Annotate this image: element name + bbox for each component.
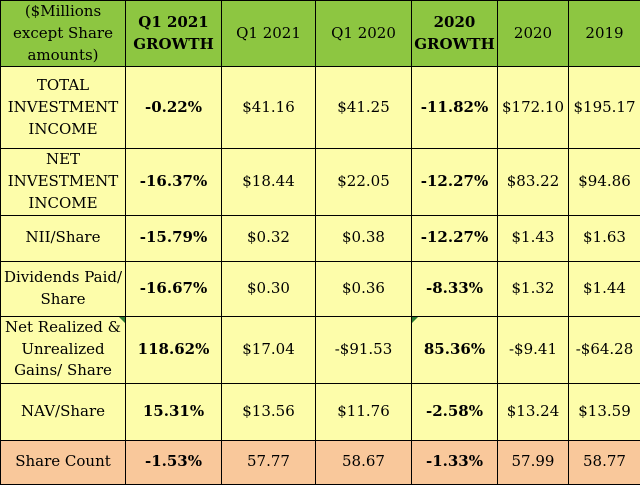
cell-2020: $1.43 [498, 215, 569, 261]
table-row: TOTAL INVESTMENT INCOME -0.22% $41.16 $4… [1, 67, 640, 149]
cell-q1-2021: $0.32 [222, 215, 316, 261]
header-q1-2020: Q1 2020 [316, 1, 412, 67]
cell-2020: -$9.41 [498, 316, 569, 383]
cell-q1-2021: 57.77 [222, 440, 316, 484]
cell-q1-2021-growth: 15.31% [126, 383, 222, 440]
cell-q1-2021: $0.30 [222, 261, 316, 316]
cell-q1-2020: $0.36 [316, 261, 412, 316]
row-label: TOTAL INVESTMENT INCOME [1, 67, 126, 149]
table-row-share-count: Share Count -1.53% 57.77 58.67 -1.33% 57… [1, 440, 640, 484]
table-row: Net Realized & Unrealized Gains/ Share 1… [1, 316, 640, 383]
row-label: Dividends Paid/ Share [1, 261, 126, 316]
cell-2020: 57.99 [498, 440, 569, 484]
cell-q1-2020: $41.25 [316, 67, 412, 149]
header-2020: 2020 [498, 1, 569, 67]
cell-2020: $1.32 [498, 261, 569, 316]
header-2019: 2019 [569, 1, 640, 67]
cell-2019: $13.59 [569, 383, 640, 440]
cell-2019: $94.86 [569, 149, 640, 215]
row-label: Share Count [1, 440, 126, 484]
cell-q1-2020: -$91.53 [316, 316, 412, 383]
cell-q1-2021-growth: -16.37% [126, 149, 222, 215]
cell-2020: $13.24 [498, 383, 569, 440]
cell-2019: $195.17 [569, 67, 640, 149]
cell-2019: 58.77 [569, 440, 640, 484]
cell-2019: -$64.28 [569, 316, 640, 383]
header-q1-2021: Q1 2021 [222, 1, 316, 67]
cell-q1-2021: $13.56 [222, 383, 316, 440]
cell-2020-growth: -1.33% [412, 440, 498, 484]
header-label-cell: ($Millions except Share amounts) [1, 1, 126, 67]
cell-2020-growth: 85.36% [412, 316, 498, 383]
table-row: NII/Share -15.79% $0.32 $0.38 -12.27% $1… [1, 215, 640, 261]
cell-q1-2021-growth: -16.67% [126, 261, 222, 316]
cell-q1-2021-growth: -0.22% [126, 67, 222, 149]
cell-2020: $172.10 [498, 67, 569, 149]
cell-2020-growth: -8.33% [412, 261, 498, 316]
cell-q1-2021: $18.44 [222, 149, 316, 215]
cell-q1-2021-growth: -15.79% [126, 215, 222, 261]
cell-q1-2020: $22.05 [316, 149, 412, 215]
cell-2020-growth: -12.27% [412, 215, 498, 261]
cell-q1-2021-growth: 118.62% [126, 316, 222, 383]
table-row: Dividends Paid/ Share -16.67% $0.30 $0.3… [1, 261, 640, 316]
cell-q1-2020: $0.38 [316, 215, 412, 261]
cell-2020-growth: -12.27% [412, 149, 498, 215]
cell-q1-2020: 58.67 [316, 440, 412, 484]
cell-2020-growth: -11.82% [412, 67, 498, 149]
table-row: NET INVESTMENT INCOME -16.37% $18.44 $22… [1, 149, 640, 215]
row-label: NII/Share [1, 215, 126, 261]
row-label: NET INVESTMENT INCOME [1, 149, 126, 215]
header-row: ($Millions except Share amounts) Q1 2021… [1, 1, 640, 67]
cell-2019: $1.44 [569, 261, 640, 316]
row-label: NAV/Share [1, 383, 126, 440]
cell-q1-2021: $17.04 [222, 316, 316, 383]
cell-q1-2021-growth: -1.53% [126, 440, 222, 484]
cell-2020: $83.22 [498, 149, 569, 215]
cell-q1-2021: $41.16 [222, 67, 316, 149]
cell-2019: $1.63 [569, 215, 640, 261]
cell-q1-2020: $11.76 [316, 383, 412, 440]
header-q1-2021-growth: Q1 2021 GROWTH [126, 1, 222, 67]
header-2020-growth: 2020 GROWTH [412, 1, 498, 67]
table-row: NAV/Share 15.31% $13.56 $11.76 -2.58% $1… [1, 383, 640, 440]
row-label: Net Realized & Unrealized Gains/ Share [1, 316, 126, 383]
cell-2020-growth: -2.58% [412, 383, 498, 440]
